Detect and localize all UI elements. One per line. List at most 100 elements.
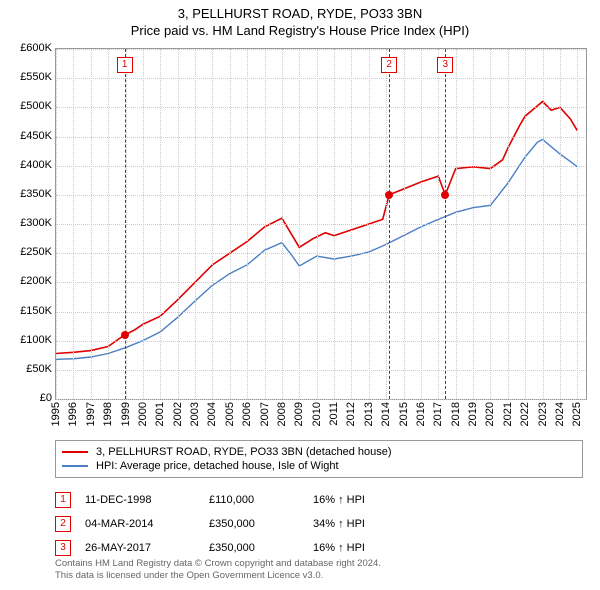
gridline-v xyxy=(438,49,439,399)
xtick-label: 2001 xyxy=(154,402,166,426)
ytick-label: £200K xyxy=(20,275,52,287)
xtick-label: 2024 xyxy=(554,402,566,426)
xtick-label: 2021 xyxy=(502,402,514,426)
events-table: 1 11-DEC-1998 £110,000 16% ↑ HPI 2 04-MA… xyxy=(55,488,583,560)
xtick-label: 2016 xyxy=(415,402,427,426)
event-num-1: 1 xyxy=(55,492,71,508)
gridline-v xyxy=(369,49,370,399)
gridline-v xyxy=(456,49,457,399)
gridline-v xyxy=(56,49,57,399)
event-dot xyxy=(441,191,449,199)
gridline-v xyxy=(473,49,474,399)
gridline-v xyxy=(490,49,491,399)
legend-label-price: 3, PELLHURST ROAD, RYDE, PO33 3BN (detac… xyxy=(96,446,392,458)
xtick-label: 2008 xyxy=(276,402,288,426)
gridline-v xyxy=(421,49,422,399)
gridline-v xyxy=(351,49,352,399)
gridline-v xyxy=(195,49,196,399)
event-num-2: 2 xyxy=(55,516,71,532)
legend-box: 3, PELLHURST ROAD, RYDE, PO33 3BN (detac… xyxy=(55,440,583,478)
xtick-label: 2012 xyxy=(345,402,357,426)
xtick-label: 1997 xyxy=(85,402,97,426)
xtick-label: 2023 xyxy=(537,402,549,426)
gridline-v xyxy=(265,49,266,399)
legend-swatch-price xyxy=(62,451,88,453)
xtick-label: 2018 xyxy=(450,402,462,426)
ytick-label: £400K xyxy=(20,159,52,171)
gridline-v xyxy=(525,49,526,399)
event-line xyxy=(445,49,446,399)
xtick-label: 1998 xyxy=(102,402,114,426)
gridline-v xyxy=(178,49,179,399)
event-price-3: £350,000 xyxy=(209,542,299,554)
xtick-label: 2006 xyxy=(241,402,253,426)
xtick-label: 2013 xyxy=(363,402,375,426)
ytick-label: £50K xyxy=(26,363,52,375)
gridline-v xyxy=(508,49,509,399)
gridline-v xyxy=(282,49,283,399)
event-price-2: £350,000 xyxy=(209,518,299,530)
gridline-h xyxy=(56,137,586,138)
gridline-v xyxy=(386,49,387,399)
chart-container: 3, PELLHURST ROAD, RYDE, PO33 3BN Price … xyxy=(0,0,600,590)
gridline-h xyxy=(56,195,586,196)
gridline-h xyxy=(56,399,586,400)
event-date-2: 04-MAR-2014 xyxy=(85,518,195,530)
gridline-v xyxy=(247,49,248,399)
gridline-h xyxy=(56,370,586,371)
gridline-v xyxy=(560,49,561,399)
xtick-label: 1999 xyxy=(120,402,132,426)
ytick-label: £500K xyxy=(20,100,52,112)
event-row-3: 3 26-MAY-2017 £350,000 16% ↑ HPI xyxy=(55,536,583,560)
event-marker-box: 1 xyxy=(117,57,133,73)
xtick-label: 2014 xyxy=(380,402,392,426)
gridline-v xyxy=(91,49,92,399)
gridline-h xyxy=(56,49,586,50)
footer-note: Contains HM Land Registry data © Crown c… xyxy=(55,558,381,582)
legend-swatch-hpi xyxy=(62,465,88,467)
xtick-label: 2025 xyxy=(571,402,583,426)
xtick-label: 1995 xyxy=(50,402,62,426)
event-dot xyxy=(121,331,129,339)
gridline-h xyxy=(56,224,586,225)
event-marker-box: 3 xyxy=(437,57,453,73)
xtick-label: 2017 xyxy=(432,402,444,426)
title-line-2: Price paid vs. HM Land Registry's House … xyxy=(0,23,600,40)
title-block: 3, PELLHURST ROAD, RYDE, PO33 3BN Price … xyxy=(0,0,600,40)
footer-line-2: This data is licensed under the Open Gov… xyxy=(55,570,381,582)
footer-line-1: Contains HM Land Registry data © Crown c… xyxy=(55,558,381,570)
xtick-label: 2000 xyxy=(137,402,149,426)
event-dot xyxy=(385,191,393,199)
legend-row-hpi: HPI: Average price, detached house, Isle… xyxy=(62,459,576,473)
gridline-v xyxy=(404,49,405,399)
xtick-label: 2007 xyxy=(259,402,271,426)
gridline-v xyxy=(230,49,231,399)
xtick-label: 2005 xyxy=(224,402,236,426)
event-line xyxy=(389,49,390,399)
xtick-label: 2002 xyxy=(172,402,184,426)
ytick-label: £300K xyxy=(20,217,52,229)
gridline-h xyxy=(56,166,586,167)
xtick-label: 2009 xyxy=(293,402,305,426)
gridline-h xyxy=(56,312,586,313)
xtick-label: 2010 xyxy=(311,402,323,426)
gridline-v xyxy=(577,49,578,399)
event-num-3: 3 xyxy=(55,540,71,556)
gridline-v xyxy=(543,49,544,399)
gridline-v xyxy=(212,49,213,399)
event-row-2: 2 04-MAR-2014 £350,000 34% ↑ HPI xyxy=(55,512,583,536)
gridline-v xyxy=(73,49,74,399)
gridline-v xyxy=(299,49,300,399)
xtick-label: 2020 xyxy=(484,402,496,426)
event-diff-2: 34% ↑ HPI xyxy=(313,518,403,530)
gridline-h xyxy=(56,78,586,79)
title-line-1: 3, PELLHURST ROAD, RYDE, PO33 3BN xyxy=(0,6,600,23)
gridline-h xyxy=(56,107,586,108)
event-marker-box: 2 xyxy=(381,57,397,73)
legend-label-hpi: HPI: Average price, detached house, Isle… xyxy=(96,460,339,472)
legend-row-price: 3, PELLHURST ROAD, RYDE, PO33 3BN (detac… xyxy=(62,445,576,459)
ytick-label: £350K xyxy=(20,188,52,200)
xtick-label: 2003 xyxy=(189,402,201,426)
xtick-label: 1996 xyxy=(67,402,79,426)
plot-area: 1 2 3 xyxy=(55,48,587,400)
